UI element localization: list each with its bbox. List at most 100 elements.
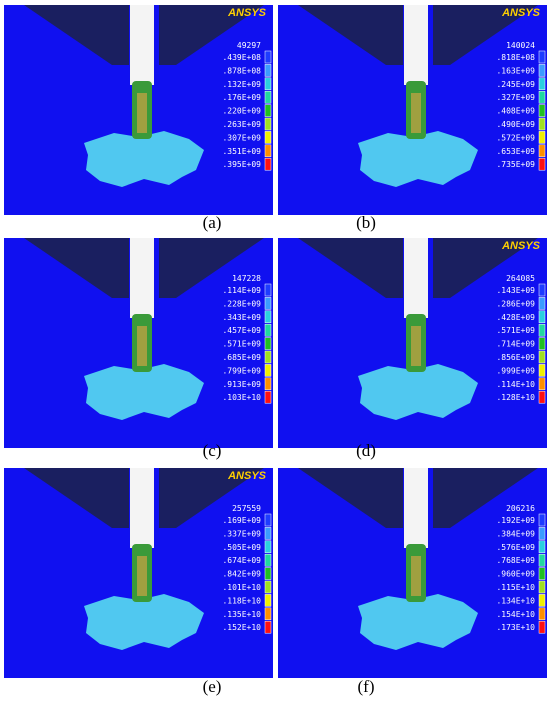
caption: (d)	[356, 441, 376, 460]
legend-swatch	[265, 554, 271, 566]
legend-label: .245E+09	[496, 80, 535, 89]
legend-swatch	[265, 78, 271, 90]
panel: ANSYS264085.143E+09.286E+09.428E+09.571E…	[278, 238, 547, 448]
logo: ANSYS	[501, 240, 541, 252]
legend-label: .674E+09	[222, 556, 261, 565]
legend-swatch	[265, 391, 271, 403]
legend-label: .571E+09	[222, 340, 261, 349]
panel: ANSYS49297.439E+08.878E+08.132E+09.176E+…	[4, 5, 273, 215]
legend-swatch	[539, 158, 545, 170]
legend-swatch	[539, 51, 545, 63]
legend-swatch	[265, 145, 271, 157]
legend-swatch	[265, 364, 271, 376]
legend-label: .132E+09	[222, 80, 261, 89]
punch	[404, 238, 428, 318]
legend-label: .154E+10	[496, 610, 535, 619]
legend-swatch	[265, 118, 271, 130]
legend-label: .118E+10	[222, 596, 261, 605]
legend-swatch	[265, 311, 271, 323]
caption: (c)	[203, 441, 222, 460]
legend-label: .103E+10	[222, 393, 261, 402]
legend-label: .176E+09	[222, 93, 261, 102]
legend-swatch	[539, 78, 545, 90]
legend-swatch	[265, 527, 271, 539]
legend-label: .228E+09	[222, 299, 261, 308]
logo: ANSYS	[227, 470, 267, 482]
legend-swatch	[539, 284, 545, 296]
legend-label: .408E+09	[496, 107, 535, 116]
caption: (f)	[358, 677, 375, 696]
column-core	[411, 556, 421, 596]
legend-swatch	[539, 118, 545, 130]
legend-swatch	[539, 91, 545, 103]
punch	[130, 468, 154, 548]
legend-swatch	[265, 91, 271, 103]
legend-swatch	[539, 64, 545, 76]
legend-label: .143E+09	[496, 286, 535, 295]
legend-label: .685E+09	[222, 353, 261, 362]
legend-label: .343E+09	[222, 313, 261, 322]
legend-label: .571E+09	[496, 326, 535, 335]
logo: ANSYS	[227, 7, 267, 19]
legend-swatch	[539, 621, 545, 633]
legend-label: .395E+09	[222, 160, 261, 169]
legend-label: .163E+09	[496, 66, 535, 75]
legend-label: .173E+10	[496, 623, 535, 632]
legend-swatch	[539, 527, 545, 539]
legend-swatch	[265, 158, 271, 170]
column-core	[137, 93, 147, 133]
legend-label: .856E+09	[496, 353, 535, 362]
panel: ANSYS257559.169E+09.337E+09.505E+09.674E…	[4, 468, 273, 678]
legend-swatch	[265, 64, 271, 76]
legend-label: .114E+10	[496, 380, 535, 389]
legend-header: 257559	[232, 504, 261, 513]
legend-label: .714E+09	[496, 340, 535, 349]
legend-swatch	[539, 391, 545, 403]
caption: (b)	[356, 213, 376, 232]
legend-swatch	[265, 131, 271, 143]
legend-swatch	[539, 581, 545, 593]
legend-swatch	[265, 608, 271, 620]
legend-header: 206216	[506, 504, 535, 513]
legend-swatch	[265, 284, 271, 296]
caption: (e)	[203, 677, 222, 696]
legend-label: .337E+09	[222, 529, 261, 538]
legend-label: .735E+09	[496, 160, 535, 169]
legend-label: .457E+09	[222, 326, 261, 335]
legend-label: .913E+09	[222, 380, 261, 389]
legend-label: .490E+09	[496, 120, 535, 129]
legend-label: .134E+10	[496, 596, 535, 605]
figure: ANSYS49297.439E+08.878E+08.132E+09.176E+…	[0, 0, 551, 707]
legend-label: .351E+09	[222, 147, 261, 156]
legend-label: .220E+09	[222, 107, 261, 116]
punch	[404, 5, 428, 85]
caption: (a)	[203, 213, 222, 232]
column-core	[411, 326, 421, 366]
legend-label: .307E+09	[222, 133, 261, 142]
legend-swatch	[539, 514, 545, 526]
legend-swatch	[265, 568, 271, 580]
column-core	[137, 556, 147, 596]
legend-label: .999E+09	[496, 366, 535, 375]
legend-label: .128E+10	[496, 393, 535, 402]
legend-label: .572E+09	[496, 133, 535, 142]
legend-swatch	[265, 51, 271, 63]
legend-label: .818E+08	[496, 53, 535, 62]
legend-label: .192E+09	[496, 516, 535, 525]
legend-swatch	[539, 351, 545, 363]
legend-label: .505E+09	[222, 543, 261, 552]
legend-swatch	[265, 621, 271, 633]
legend-swatch	[539, 594, 545, 606]
legend-label: .384E+09	[496, 529, 535, 538]
legend-label: .115E+10	[496, 583, 535, 592]
legend-swatch	[265, 338, 271, 350]
logo: ANSYS	[501, 7, 541, 19]
legend-label: .327E+09	[496, 93, 535, 102]
legend-label: .152E+10	[222, 623, 261, 632]
legend-swatch	[539, 311, 545, 323]
legend-label: .653E+09	[496, 147, 535, 156]
legend-swatch	[539, 378, 545, 390]
panel: ANSYS140024.818E+08.163E+09.245E+09.327E…	[278, 5, 547, 215]
legend-swatch	[539, 554, 545, 566]
legend-header: 264085	[506, 274, 535, 283]
